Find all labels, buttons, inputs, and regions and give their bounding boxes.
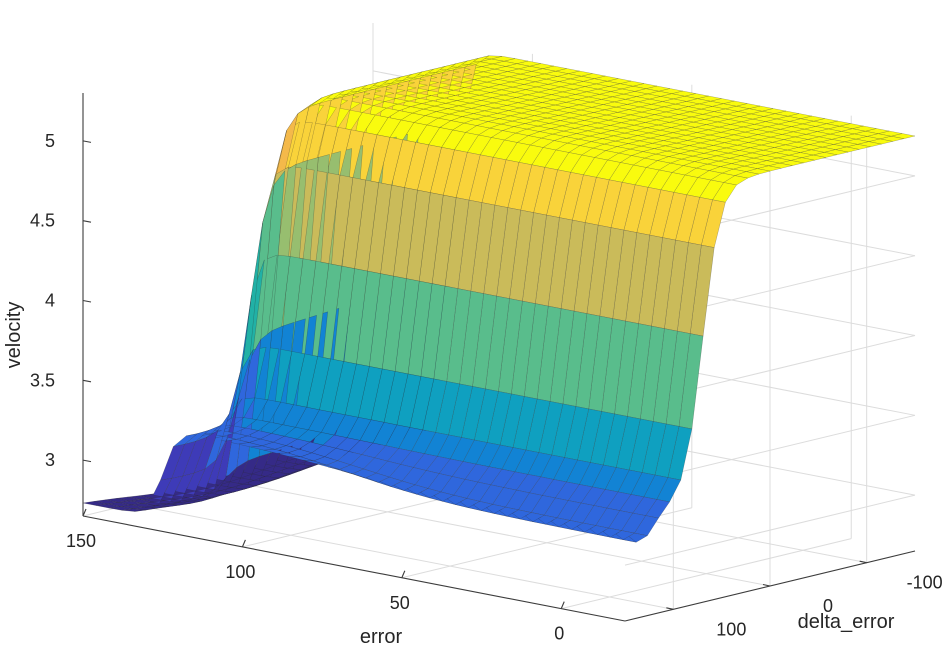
z-tick-mark-0 xyxy=(82,459,92,463)
x-axis-line xyxy=(82,515,626,622)
z-tick-label-4: 5 xyxy=(45,131,55,151)
z-tick-label-0: 3 xyxy=(45,450,55,470)
z-tick-label-1: 3.5 xyxy=(30,370,55,390)
z-axis-label: velocity xyxy=(3,302,25,369)
y-tick-label-1: 0 xyxy=(823,596,833,616)
z-tick-label-2: 4 xyxy=(45,291,55,311)
x-tick-label-1: 50 xyxy=(390,593,410,613)
z-tick-mark-1 xyxy=(82,379,92,383)
y-tick-mark-2 xyxy=(666,607,674,610)
x-tick-mark-2 xyxy=(241,539,246,548)
grid-line-back-z-0 xyxy=(624,494,916,566)
z-tick-mark-2 xyxy=(82,299,92,303)
grid-line-floor-y-2 xyxy=(131,503,674,610)
y-tick-label-2: 100 xyxy=(716,619,746,639)
x-tick-label-0: 0 xyxy=(554,624,564,644)
x-tick-mark-1 xyxy=(401,570,406,578)
z-tick-mark-3 xyxy=(82,220,92,223)
x-tick-label-2: 100 xyxy=(225,562,255,582)
y-tick-label-0: -100 xyxy=(907,573,943,593)
y-tick-mark-0 xyxy=(859,560,867,564)
x-tick-mark-3 xyxy=(82,508,87,517)
z-tick-mark-4 xyxy=(82,140,92,143)
z-tick-label-3: 4.5 xyxy=(30,211,55,231)
y-tick-mark-1 xyxy=(762,583,771,587)
y-axis-label: delta_error xyxy=(798,611,895,633)
x-axis-label: error xyxy=(360,626,403,647)
surface-layer xyxy=(82,55,916,543)
grid-line-floor-y-1 xyxy=(227,480,771,587)
x-tick-label-3: 150 xyxy=(66,531,96,551)
x-tick-mark-0 xyxy=(560,601,565,609)
